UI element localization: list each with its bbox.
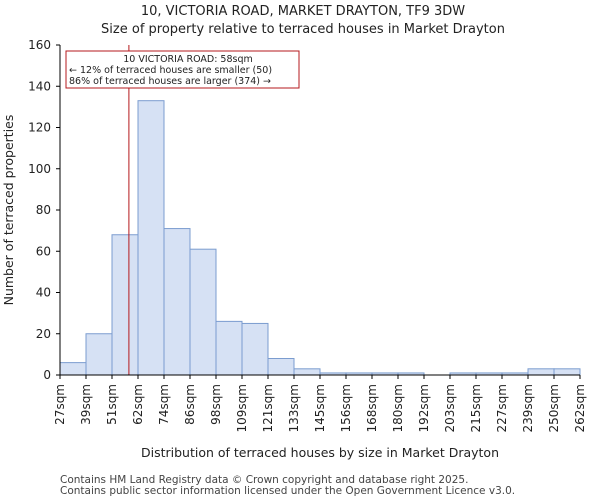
y-axis-title: Number of terraced properties <box>1 115 16 306</box>
y-tick-label: 140 <box>28 79 51 93</box>
bar-239sqm <box>527 368 555 376</box>
x-tick-label: 51sqm <box>105 384 119 425</box>
annotation-line-3: 86% of terraced houses are larger (374) … <box>69 76 271 87</box>
y-tick-label: 0 <box>43 368 51 382</box>
x-tick-label: 86sqm <box>183 384 197 425</box>
x-tick-label: 133sqm <box>287 384 301 432</box>
x-tick-label: 74sqm <box>157 384 171 425</box>
footer-licence: Contains public sector information licen… <box>60 485 515 497</box>
x-tick-label: 180sqm <box>391 384 405 432</box>
y-tick-label: 20 <box>36 327 51 341</box>
x-tick-label: 27sqm <box>53 384 67 425</box>
y-tick-label: 40 <box>36 286 51 300</box>
annotation-border <box>65 50 300 89</box>
x-tick-label: 203sqm <box>443 384 457 432</box>
footer-copyright: Contains HM Land Registry data © Crown c… <box>60 474 468 486</box>
y-tick-label: 60 <box>36 244 51 258</box>
bar-27sqm <box>59 362 87 376</box>
bar-109sqm <box>241 322 269 376</box>
bar-98sqm <box>215 320 243 376</box>
bar-62sqm <box>137 100 165 376</box>
annotation-box: 10 VICTORIA ROAD: 58sqm ← 12% of terrace… <box>65 50 300 89</box>
bars-group <box>59 100 581 376</box>
x-tick-label: 168sqm <box>365 384 379 432</box>
x-tick-label: 62sqm <box>131 384 145 425</box>
x-axis-ticks: 27sqm 39sqm 51sqm 62sqm 74sqm 86sqm 98sqm 109sq… <box>53 375 587 432</box>
x-tick-label: 262sqm <box>573 384 587 432</box>
bar-74sqm <box>163 228 191 376</box>
bar-133sqm <box>293 368 321 376</box>
x-tick-label: 227sqm <box>495 384 509 432</box>
y-tick-label: 120 <box>28 121 51 135</box>
y-tick-label: 80 <box>36 203 51 217</box>
bar-51sqm <box>111 234 139 376</box>
chart-subtitle: Size of property relative to terraced ho… <box>101 22 505 37</box>
chart-title: 10, VICTORIA ROAD, MARKET DRAYTON, TF9 3… <box>141 4 465 19</box>
x-tick-label: 39sqm <box>79 384 93 425</box>
bar-86sqm <box>189 248 217 376</box>
x-tick-label: 239sqm <box>521 384 535 432</box>
y-tick-label: 100 <box>28 162 51 176</box>
x-tick-label: 109sqm <box>235 384 249 432</box>
x-tick-label: 121sqm <box>261 384 275 432</box>
x-axis-title: Distribution of terraced houses by size … <box>141 445 499 460</box>
x-tick-label: 215sqm <box>469 384 483 432</box>
x-tick-label: 250sqm <box>547 384 561 432</box>
x-tick-label: 145sqm <box>313 384 327 432</box>
bar-39sqm <box>85 333 113 376</box>
annotation-line-1: 10 VICTORIA ROAD: 58sqm <box>123 54 253 65</box>
x-tick-label: 192sqm <box>417 384 431 432</box>
y-tick-label: 160 <box>28 38 51 52</box>
y-axis-ticks: 0 20 40 60 80 100 120 140 160 <box>28 38 60 382</box>
x-tick-label: 98sqm <box>209 384 223 425</box>
bar-121sqm <box>267 358 295 376</box>
bar-250sqm <box>553 368 581 376</box>
x-tick-label: 156sqm <box>339 384 353 432</box>
annotation-line-2: ← 12% of terraced houses are smaller (50… <box>69 65 272 76</box>
